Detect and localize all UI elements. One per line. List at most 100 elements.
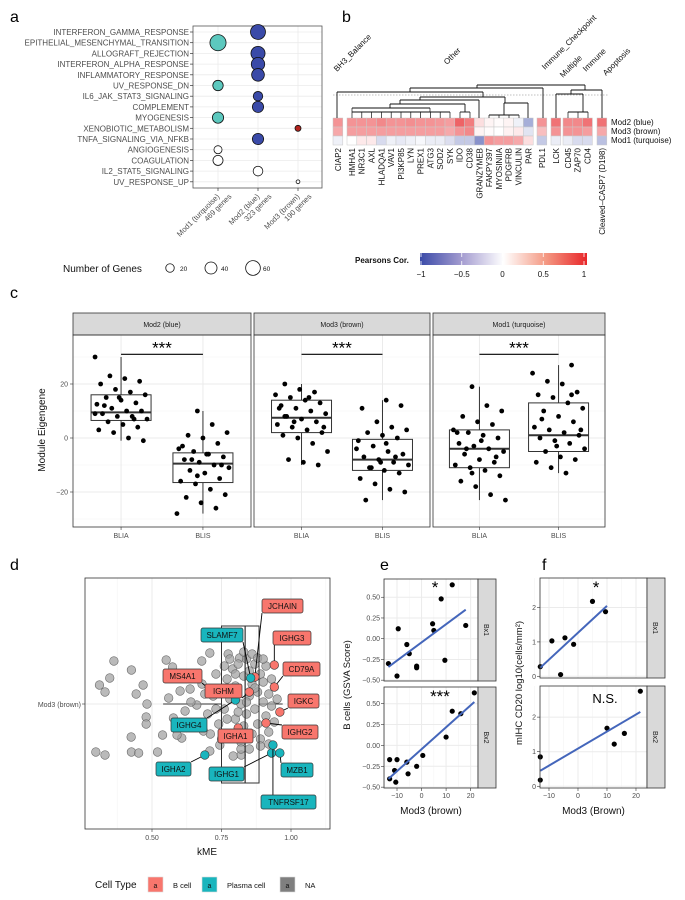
data-point	[226, 465, 232, 471]
heatmap-cell	[582, 117, 593, 128]
data-point	[302, 397, 308, 403]
data-point	[404, 641, 410, 648]
legend-label: NA	[305, 881, 315, 890]
data-point	[565, 400, 571, 406]
y-tick-label: 0.50	[366, 701, 380, 708]
panel-label-c: c	[10, 285, 18, 302]
gene-point	[185, 684, 195, 694]
gene-point	[233, 659, 243, 669]
gene-label-slamf7: SLAMF7	[206, 631, 238, 640]
heatmap-cell	[572, 126, 583, 137]
data-point	[357, 476, 363, 481]
heatmap-cell	[572, 135, 583, 146]
facet-strip-label: Mod2 (blue)	[143, 322, 180, 329]
x-tick-label: 20	[632, 793, 640, 800]
facet-2: Mod1 (turquoise) BLIA BLIS ***	[432, 312, 606, 540]
gene-point	[105, 673, 115, 683]
heatmap-cell	[596, 135, 608, 146]
y-tick-label: 0	[532, 674, 536, 681]
x-tick-label: 0	[420, 793, 424, 800]
gene-point	[205, 648, 215, 658]
data-point	[454, 430, 460, 435]
heatmap-cell	[513, 135, 524, 146]
gene-point	[272, 694, 282, 704]
panel-e-scatter: 0.50 0.25 0.00 −0.25 −0.50 Bx1 * 0.50 0.25 0.00 −0…	[342, 578, 497, 817]
data-point	[109, 405, 115, 411]
y-axis-label: mIHC CD20 log10(cells/mm²)	[514, 621, 525, 745]
data-point	[539, 416, 545, 422]
gene-point	[241, 697, 252, 707]
x-tick-label: −10	[391, 793, 403, 800]
heatmap-cell	[425, 117, 436, 128]
data-point	[194, 473, 200, 479]
heatmap-col-label: PDGFRB	[505, 148, 514, 181]
data-point	[198, 500, 204, 506]
data-point	[124, 408, 130, 414]
legend-label: B cell	[173, 881, 192, 890]
heatmap-cell	[346, 126, 358, 137]
data-point	[378, 459, 384, 465]
gene-point	[164, 693, 174, 703]
gene-label-box	[204, 683, 243, 699]
data-point	[204, 451, 210, 457]
bubble-tnfa_signaling_via_nfkb	[251, 132, 265, 146]
gene-label-ighm: IGHM	[213, 687, 234, 696]
heatmap-col-label: CD4	[584, 147, 593, 164]
heatmap-cell	[474, 135, 485, 146]
panel-label-d: d	[10, 557, 19, 574]
gene-label-box	[217, 728, 254, 744]
data-point	[361, 454, 367, 460]
data-point	[541, 408, 547, 414]
group-label: Other	[442, 46, 463, 67]
data-point	[484, 403, 490, 408]
heatmap-cell	[366, 135, 377, 146]
gene-label-ighg2: IGHG2	[288, 728, 313, 737]
gene-point	[109, 656, 119, 666]
bubble-interferon_gamma_response	[250, 24, 266, 40]
y-tick-label: −0.25	[362, 657, 380, 664]
data-point	[224, 430, 230, 435]
regression-line	[387, 701, 475, 780]
data-point	[105, 419, 111, 425]
gene-point-ighg2	[261, 718, 271, 728]
heatmap-cell	[356, 117, 367, 128]
x-tick-label: 0.50	[145, 835, 159, 842]
legend-size-circle	[204, 261, 218, 275]
data-point	[372, 481, 378, 487]
data-point	[578, 427, 584, 433]
y-tick-label: −0.25	[362, 764, 380, 771]
gene-label-igkc: IGKC	[294, 697, 314, 706]
heatmap-cell	[474, 126, 485, 137]
label-connector	[242, 641, 252, 679]
data-point	[387, 757, 393, 763]
gene-label-ighg3: IGHG3	[280, 634, 305, 643]
panel-label-a: a	[10, 9, 19, 26]
heatmap-cell	[562, 126, 574, 137]
data-point	[217, 476, 223, 481]
panel-label-b: b	[342, 9, 351, 26]
data-point	[176, 446, 182, 452]
bubble-coagulation	[212, 154, 224, 166]
heatmap-col-label: HMHA1	[348, 147, 357, 176]
heatmap-cell	[513, 117, 524, 128]
data-point	[549, 638, 555, 644]
heatmap-cell	[493, 135, 505, 146]
data-point	[276, 405, 282, 411]
data-point	[486, 446, 492, 452]
heatmap-row-label: Mod1 (turquoise)	[611, 136, 672, 145]
data-point	[103, 395, 109, 400]
heatmap-cell	[503, 126, 514, 137]
data-point	[180, 443, 185, 449]
data-point	[414, 763, 420, 769]
data-point	[471, 690, 477, 696]
heatmap-cell	[562, 117, 574, 128]
x-tick-label: BLIS	[195, 533, 211, 540]
gene-point	[161, 655, 171, 665]
data-point	[480, 432, 486, 438]
data-point	[111, 430, 117, 435]
heatmap-cell	[582, 135, 593, 146]
gene-label-box	[282, 661, 321, 677]
gene-label-igha1: IGHA1	[223, 732, 248, 741]
